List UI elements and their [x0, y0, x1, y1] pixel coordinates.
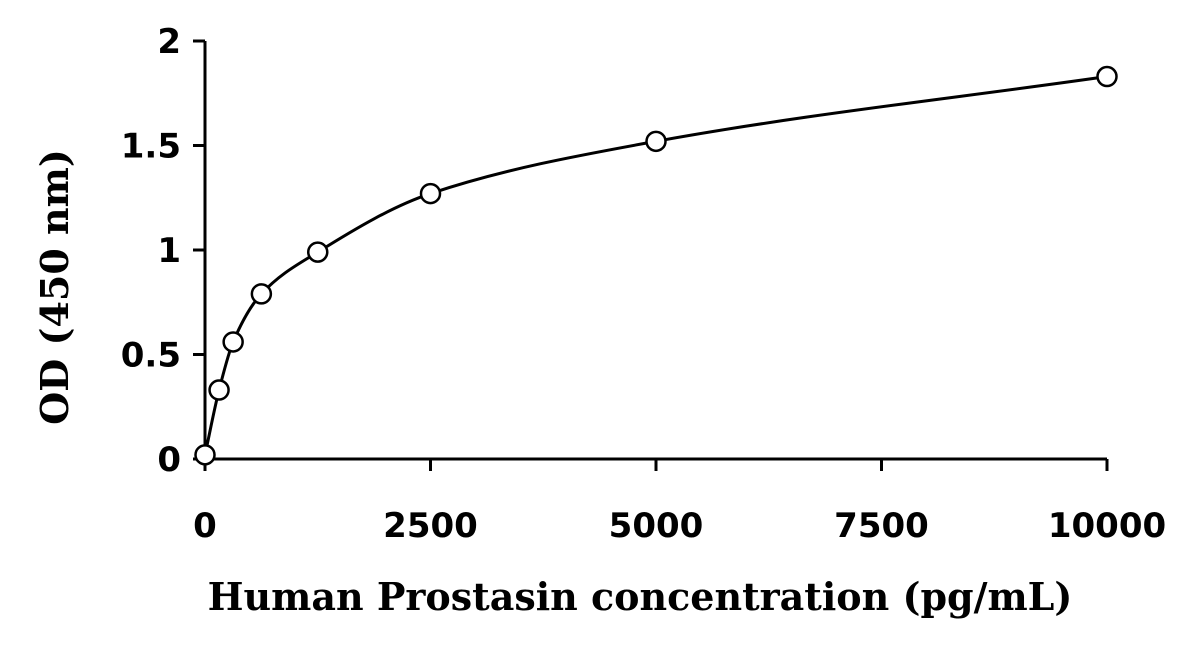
x-tick-label: 5000 [609, 506, 704, 546]
data-point [307, 241, 329, 263]
y-tick-label: 1.5 [121, 127, 181, 167]
fit-curve [203, 75, 1108, 456]
x-tick-label: 7500 [834, 506, 929, 546]
x-tick-label: 10000 [1048, 506, 1166, 546]
data-point [1096, 65, 1118, 88]
x-axis-title: Human Prostasin concentration (pg/mL) [208, 574, 1073, 619]
y-axis: 0 0.5 1 1.5 2 [121, 22, 207, 480]
x-axis: 0 2500 5000 7500 10000 [193, 457, 1166, 546]
x-tick-label: 2500 [383, 506, 478, 546]
y-tick-label: 1 [157, 231, 181, 271]
y-tick-label: 0 [157, 440, 181, 480]
data-point [645, 130, 667, 153]
y-axis-title: OD (450 nm) [32, 149, 77, 425]
data-point [222, 331, 244, 353]
data-point [208, 379, 230, 401]
data-point [419, 182, 442, 205]
y-tick-label: 2 [157, 22, 181, 62]
data-points-layer [194, 65, 1118, 466]
fit-curve-layer [203, 75, 1108, 456]
y-tick-label: 0.5 [121, 336, 181, 376]
data-point [250, 283, 273, 305]
x-tick-label: 0 [193, 506, 217, 546]
data-point [194, 444, 216, 466]
